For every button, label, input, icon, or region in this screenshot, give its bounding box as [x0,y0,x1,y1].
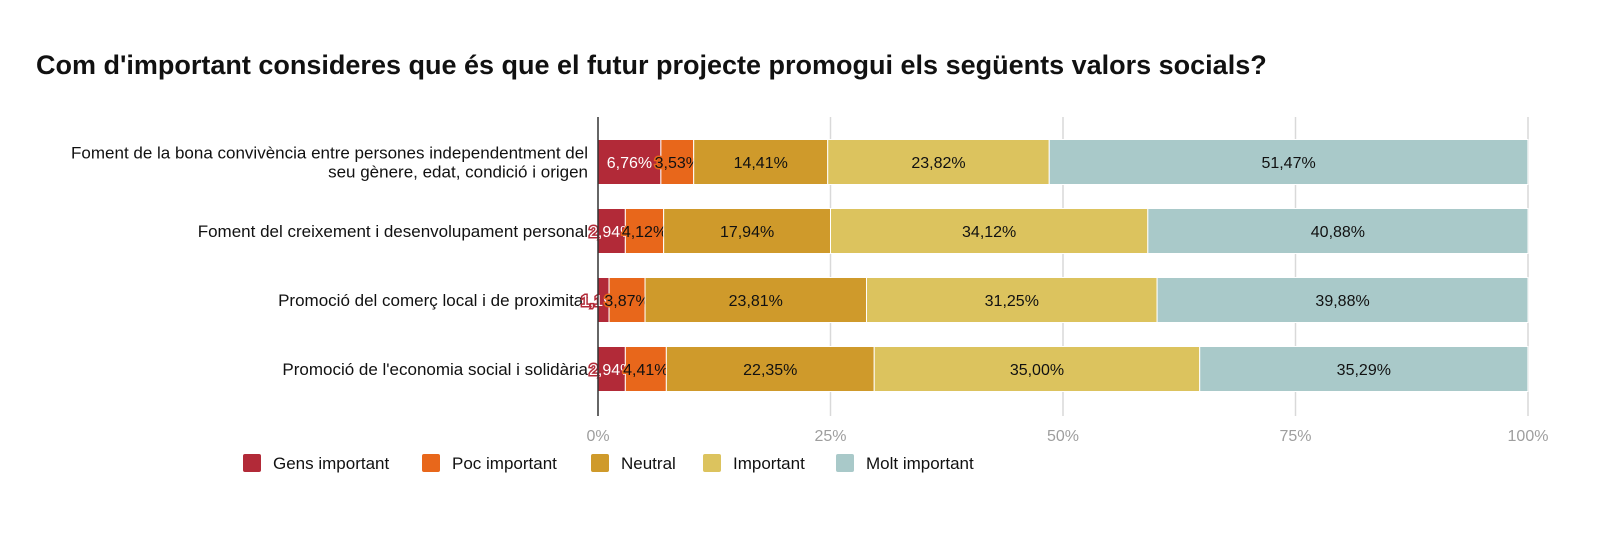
legend-swatch [703,454,721,472]
category-label: Promoció del comerç local i de proximita… [278,291,588,310]
data-label: 4,41% [623,362,668,379]
bar-segment [865,277,1158,323]
bar-segment [693,139,829,185]
bar-segment [608,277,646,323]
legend-swatch [422,454,440,472]
chart-title: Com d'important consideres que és que el… [36,50,1267,80]
bar-segment [665,346,875,392]
x-tick-label: 0% [586,428,609,445]
bar-segment [660,139,695,185]
legend-swatch [591,454,609,472]
data-label: 39,88% [1315,293,1369,310]
bar-segment [873,346,1201,392]
data-label: 6,76% [607,155,652,172]
data-label: 23,82% [911,155,965,172]
legend-label: Gens important [273,454,389,473]
data-label: 51,47% [1261,155,1315,172]
data-label: 22,35% [743,362,797,379]
bar-segment [827,139,1050,185]
x-tick-label: 25% [814,428,846,445]
data-label: 14,41% [734,155,788,172]
data-label: 35,29% [1337,362,1391,379]
bar-segment [830,208,1149,254]
data-label: 23,81% [729,293,783,310]
data-label: 35,00% [1010,362,1064,379]
bar-segment [663,208,832,254]
category-label: Promoció de l'economia social i solidàri… [282,360,588,379]
data-label: 4,12% [622,224,667,241]
category-label: seu gènere, edat, condició i origen [328,163,588,182]
category-label: Foment del creixement i desenvolupament … [198,222,588,241]
data-label: 40,88% [1311,224,1365,241]
legend-label: Poc important [452,454,557,473]
bar-segment [1199,346,1529,392]
bar-segment [1048,139,1529,185]
x-tick-label: 100% [1508,428,1549,445]
data-label: 17,94% [720,224,774,241]
bar-segment [1147,208,1529,254]
data-label: 31,25% [985,293,1039,310]
bar-segment [624,346,667,392]
x-tick-label: 50% [1047,428,1079,445]
legend-label: Important [733,454,805,473]
bar-segment [644,277,867,323]
data-label: 2,94% [589,224,634,241]
category-label: Foment de la bona convivència entre pers… [71,144,588,163]
legend-swatch [243,454,261,472]
x-tick-label: 75% [1279,428,1311,445]
legend-label: Neutral [621,454,676,473]
legend-swatch [836,454,854,472]
legend-label: Molt important [866,454,974,473]
data-label: 3,87% [604,293,649,310]
bar-segment [624,208,665,254]
data-label: 2,94% [589,362,634,379]
data-label: 34,12% [962,224,1016,241]
data-label: 3,53% [655,155,700,172]
bar-segment [597,208,626,254]
bar-segment [1156,277,1529,323]
